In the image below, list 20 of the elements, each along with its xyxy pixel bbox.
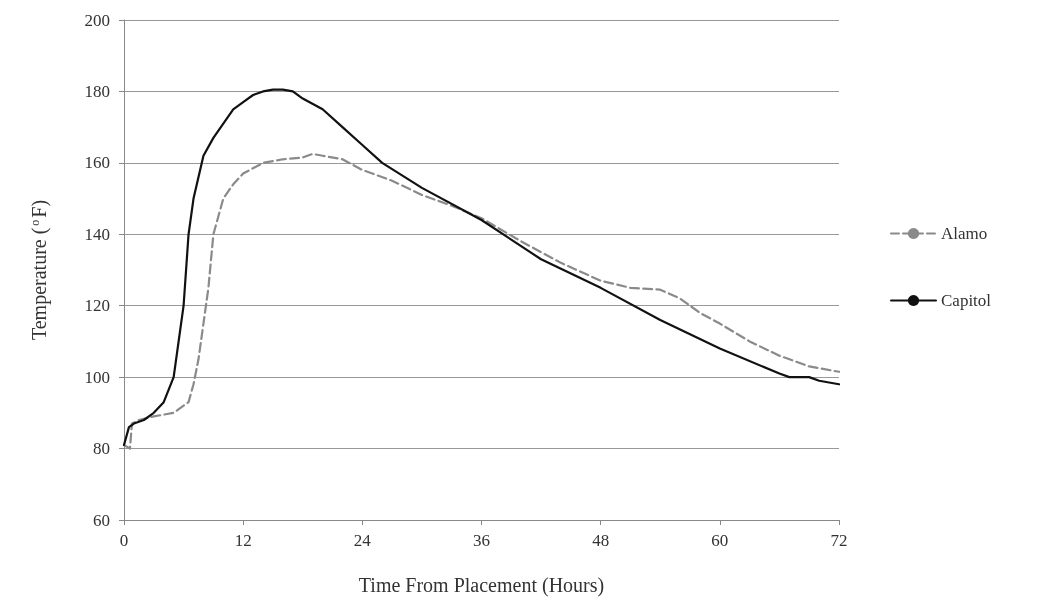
legend-label: Alamo	[941, 224, 988, 243]
y-tick-label: 160	[84, 153, 110, 173]
y-tick-label: 140	[84, 224, 110, 244]
y-tick-label: 80	[93, 439, 110, 459]
x-tick-label: 48	[592, 531, 610, 550]
y-tick-label: 100	[84, 367, 110, 387]
line-series	[122, 88, 841, 447]
x-tick-label: 0	[119, 531, 129, 550]
x-tick-label: 24	[353, 531, 372, 550]
y-tick-label: 200	[84, 10, 110, 30]
x-axis-title: Time From Placement (Hours)	[358, 574, 605, 597]
x-tick-label: 36	[473, 531, 490, 550]
y-axis-title: Temperature (oF)	[28, 199, 51, 341]
x-tick-label: 72	[830, 531, 848, 550]
legend-label: Capitol	[941, 291, 992, 310]
y-tick-label: 60	[93, 510, 110, 530]
y-tick-label: 180	[84, 81, 110, 101]
y-tick-label: 120	[84, 296, 110, 316]
x-tick-label: 60	[711, 531, 729, 550]
x-tick-label: 12	[234, 531, 252, 550]
